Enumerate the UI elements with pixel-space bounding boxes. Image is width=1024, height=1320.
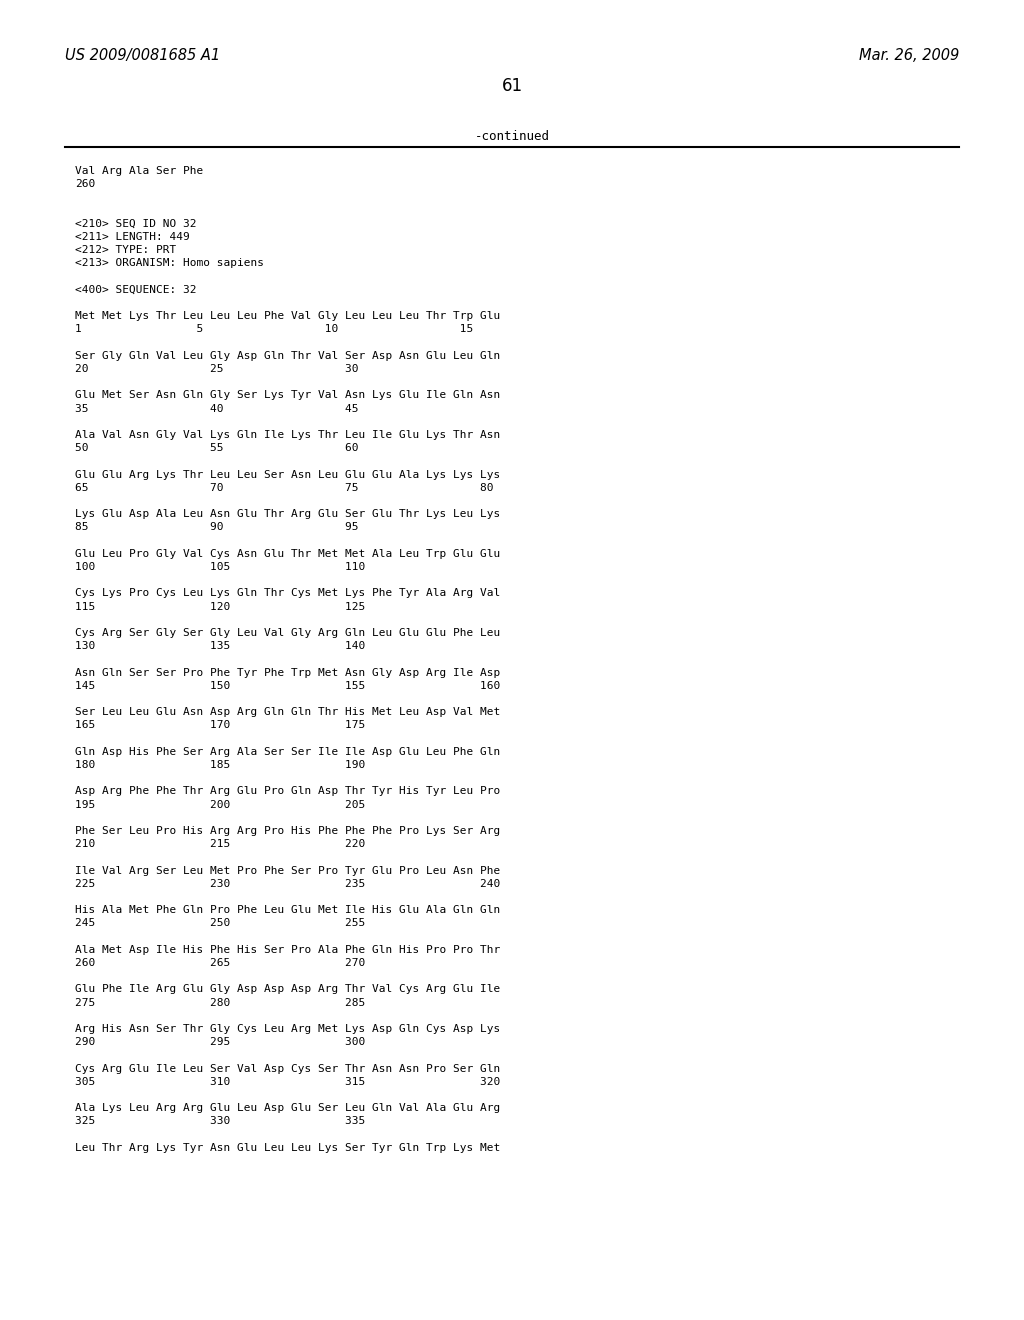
Text: Cys Lys Pro Cys Leu Lys Gln Thr Cys Met Lys Phe Tyr Ala Arg Val: Cys Lys Pro Cys Leu Lys Gln Thr Cys Met … [75, 589, 501, 598]
Text: Asn Gln Ser Ser Pro Phe Tyr Phe Trp Met Asn Gly Asp Arg Ile Asp: Asn Gln Ser Ser Pro Phe Tyr Phe Trp Met … [75, 668, 501, 677]
Text: 85                  90                  95: 85 90 95 [75, 523, 358, 532]
Text: 130                 135                 140: 130 135 140 [75, 642, 366, 651]
Text: 180                 185                 190: 180 185 190 [75, 760, 366, 770]
Text: Glu Leu Pro Gly Val Cys Asn Glu Thr Met Met Ala Leu Trp Glu Glu: Glu Leu Pro Gly Val Cys Asn Glu Thr Met … [75, 549, 501, 558]
Text: 225                 230                 235                 240: 225 230 235 240 [75, 879, 501, 888]
Text: 165                 170                 175: 165 170 175 [75, 721, 366, 730]
Text: -continued: -continued [474, 129, 550, 143]
Text: 210                 215                 220: 210 215 220 [75, 840, 366, 849]
Text: 245                 250                 255: 245 250 255 [75, 919, 366, 928]
Text: Ser Leu Leu Glu Asn Asp Arg Gln Gln Thr His Met Leu Asp Val Met: Ser Leu Leu Glu Asn Asp Arg Gln Gln Thr … [75, 708, 501, 717]
Text: 50                  55                  60: 50 55 60 [75, 444, 358, 453]
Text: Arg His Asn Ser Thr Gly Cys Leu Arg Met Lys Asp Gln Cys Asp Lys: Arg His Asn Ser Thr Gly Cys Leu Arg Met … [75, 1024, 501, 1034]
Text: <211> LENGTH: 449: <211> LENGTH: 449 [75, 232, 189, 242]
Text: Cys Arg Glu Ile Leu Ser Val Asp Cys Ser Thr Asn Asn Pro Ser Gln: Cys Arg Glu Ile Leu Ser Val Asp Cys Ser … [75, 1064, 501, 1073]
Text: <400> SEQUENCE: 32: <400> SEQUENCE: 32 [75, 285, 197, 294]
Text: <213> ORGANISM: Homo sapiens: <213> ORGANISM: Homo sapiens [75, 259, 264, 268]
Text: 1                 5                  10                  15: 1 5 10 15 [75, 325, 473, 334]
Text: 260                 265                 270: 260 265 270 [75, 958, 366, 968]
Text: 115                 120                 125: 115 120 125 [75, 602, 366, 611]
Text: US 2009/0081685 A1: US 2009/0081685 A1 [65, 48, 220, 63]
Text: 61: 61 [502, 77, 522, 95]
Text: 65                  70                  75                  80: 65 70 75 80 [75, 483, 494, 492]
Text: Glu Glu Arg Lys Thr Leu Leu Ser Asn Leu Glu Glu Ala Lys Lys Lys: Glu Glu Arg Lys Thr Leu Leu Ser Asn Leu … [75, 470, 501, 479]
Text: Met Met Lys Thr Leu Leu Leu Phe Val Gly Leu Leu Leu Thr Trp Glu: Met Met Lys Thr Leu Leu Leu Phe Val Gly … [75, 312, 501, 321]
Text: Mar. 26, 2009: Mar. 26, 2009 [859, 48, 959, 63]
Text: 20                  25                  30: 20 25 30 [75, 364, 358, 374]
Text: 290                 295                 300: 290 295 300 [75, 1038, 366, 1047]
Text: Ser Gly Gln Val Leu Gly Asp Gln Thr Val Ser Asp Asn Glu Leu Gln: Ser Gly Gln Val Leu Gly Asp Gln Thr Val … [75, 351, 501, 360]
Text: His Ala Met Phe Gln Pro Phe Leu Glu Met Ile His Glu Ala Gln Gln: His Ala Met Phe Gln Pro Phe Leu Glu Met … [75, 906, 501, 915]
Text: Lys Glu Asp Ala Leu Asn Glu Thr Arg Glu Ser Glu Thr Lys Leu Lys: Lys Glu Asp Ala Leu Asn Glu Thr Arg Glu … [75, 510, 501, 519]
Text: Glu Phe Ile Arg Glu Gly Asp Asp Asp Arg Thr Val Cys Arg Glu Ile: Glu Phe Ile Arg Glu Gly Asp Asp Asp Arg … [75, 985, 501, 994]
Text: Ile Val Arg Ser Leu Met Pro Phe Ser Pro Tyr Glu Pro Leu Asn Phe: Ile Val Arg Ser Leu Met Pro Phe Ser Pro … [75, 866, 501, 875]
Text: <210> SEQ ID NO 32: <210> SEQ ID NO 32 [75, 219, 197, 228]
Text: <212> TYPE: PRT: <212> TYPE: PRT [75, 246, 176, 255]
Text: Phe Ser Leu Pro His Arg Arg Pro His Phe Phe Phe Pro Lys Ser Arg: Phe Ser Leu Pro His Arg Arg Pro His Phe … [75, 826, 501, 836]
Text: 305                 310                 315                 320: 305 310 315 320 [75, 1077, 501, 1086]
Text: Ala Val Asn Gly Val Lys Gln Ile Lys Thr Leu Ile Glu Lys Thr Asn: Ala Val Asn Gly Val Lys Gln Ile Lys Thr … [75, 430, 501, 440]
Text: Val Arg Ala Ser Phe: Val Arg Ala Ser Phe [75, 166, 203, 176]
Text: 145                 150                 155                 160: 145 150 155 160 [75, 681, 501, 690]
Text: 325                 330                 335: 325 330 335 [75, 1117, 366, 1126]
Text: 35                  40                  45: 35 40 45 [75, 404, 358, 413]
Text: Glu Met Ser Asn Gln Gly Ser Lys Tyr Val Asn Lys Glu Ile Gln Asn: Glu Met Ser Asn Gln Gly Ser Lys Tyr Val … [75, 391, 501, 400]
Text: Gln Asp His Phe Ser Arg Ala Ser Ser Ile Ile Asp Glu Leu Phe Gln: Gln Asp His Phe Ser Arg Ala Ser Ser Ile … [75, 747, 501, 756]
Text: Ala Met Asp Ile His Phe His Ser Pro Ala Phe Gln His Pro Pro Thr: Ala Met Asp Ile His Phe His Ser Pro Ala … [75, 945, 501, 954]
Text: Leu Thr Arg Lys Tyr Asn Glu Leu Leu Lys Ser Tyr Gln Trp Lys Met: Leu Thr Arg Lys Tyr Asn Glu Leu Leu Lys … [75, 1143, 501, 1152]
Text: 100                 105                 110: 100 105 110 [75, 562, 366, 572]
Text: 195                 200                 205: 195 200 205 [75, 800, 366, 809]
Text: Ala Lys Leu Arg Arg Glu Leu Asp Glu Ser Leu Gln Val Ala Glu Arg: Ala Lys Leu Arg Arg Glu Leu Asp Glu Ser … [75, 1104, 501, 1113]
Text: 260: 260 [75, 180, 95, 189]
Text: Asp Arg Phe Phe Thr Arg Glu Pro Gln Asp Thr Tyr His Tyr Leu Pro: Asp Arg Phe Phe Thr Arg Glu Pro Gln Asp … [75, 787, 501, 796]
Text: 275                 280                 285: 275 280 285 [75, 998, 366, 1007]
Text: Cys Arg Ser Gly Ser Gly Leu Val Gly Arg Gln Leu Glu Glu Phe Leu: Cys Arg Ser Gly Ser Gly Leu Val Gly Arg … [75, 628, 501, 638]
